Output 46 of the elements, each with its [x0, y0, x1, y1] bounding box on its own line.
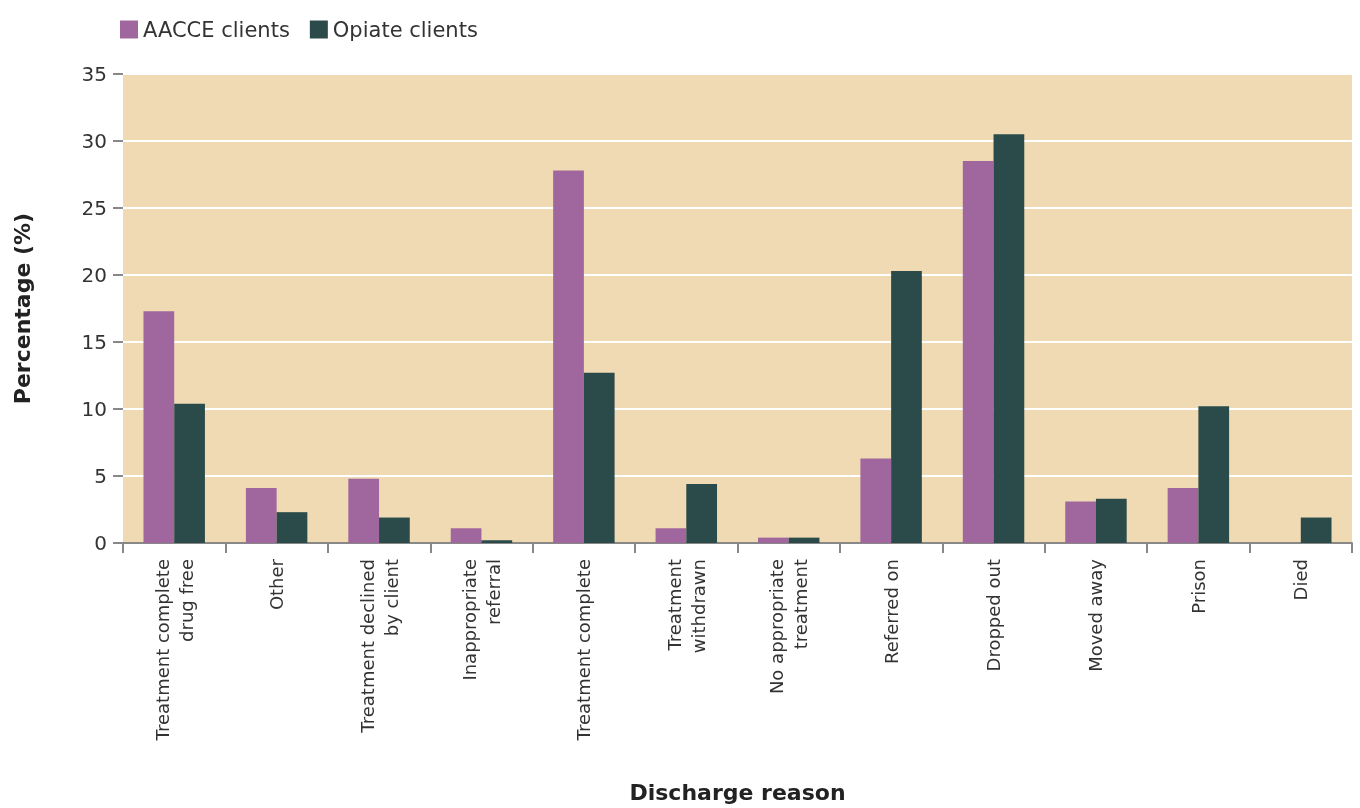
x-tick-label: Inappropriate referral — [458, 559, 504, 681]
y-tick-label: 5 — [94, 464, 107, 488]
x-tick-label: Prison — [1187, 559, 1209, 614]
x-tick-label: Treatment withdrawn — [663, 559, 709, 654]
bar — [450, 528, 482, 543]
y-tick-label: 15 — [81, 330, 107, 354]
x-tick-label: Treatment complete — [573, 559, 595, 742]
x-tick-label: Dropped out — [983, 559, 1005, 672]
bar — [757, 537, 789, 543]
legend-label: Opiate clients — [332, 17, 478, 42]
y-axis-title: Percentage (%) — [9, 212, 35, 405]
x-tick-label: Moved away — [1085, 558, 1107, 672]
bar — [891, 270, 922, 543]
bar — [245, 488, 277, 543]
bar — [553, 170, 584, 543]
bar — [788, 537, 820, 543]
bar — [962, 161, 994, 543]
y-tick-label: 10 — [81, 397, 107, 421]
bar — [1198, 406, 1230, 543]
x-axis-title: Discharge reason — [629, 779, 846, 805]
y-tick-label: 20 — [81, 263, 107, 287]
bar — [1095, 498, 1127, 543]
bar — [481, 540, 513, 543]
bar — [583, 372, 615, 543]
bar — [379, 517, 410, 543]
x-tick-label: Died — [1290, 559, 1312, 601]
y-tick-label: 35 — [81, 62, 107, 86]
bar — [686, 484, 718, 543]
bar — [276, 512, 308, 543]
y-tick-label: 0 — [94, 531, 107, 555]
bar — [1065, 501, 1096, 543]
y-tick-label: 25 — [81, 196, 107, 220]
x-tick-label: Treatment complete drug free — [151, 559, 197, 742]
y-tick-label: 30 — [81, 129, 107, 153]
bar — [993, 134, 1025, 543]
bar — [1167, 488, 1199, 543]
legend-label: AACCE clients — [143, 17, 290, 42]
x-tick-label: Treatment declined by client — [356, 559, 402, 734]
x-tick-label: Referred on — [880, 559, 902, 664]
bar — [143, 311, 175, 543]
bar — [174, 403, 205, 543]
bar — [1300, 517, 1332, 543]
x-tick-label: Other — [266, 558, 288, 611]
bar — [860, 458, 892, 543]
bar — [655, 528, 687, 543]
bar — [348, 478, 380, 543]
